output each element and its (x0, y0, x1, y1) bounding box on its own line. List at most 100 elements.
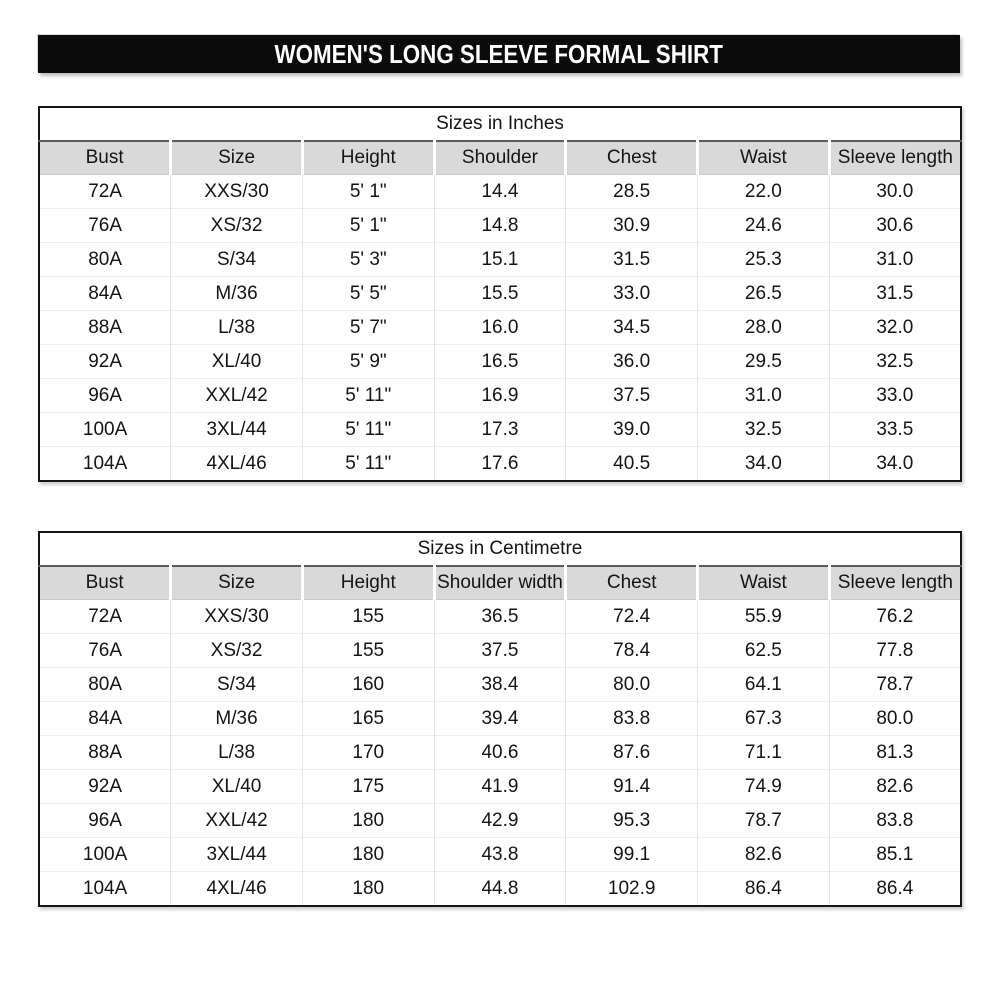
table-cell: L/38 (170, 310, 303, 345)
table-cell: 85.1 (828, 837, 961, 872)
table-cell: 170 (301, 735, 435, 770)
column-header-shoulder-width: Shoulder width (432, 566, 566, 600)
table-cell: 44.8 (433, 871, 566, 906)
table-cell: 16.9 (433, 378, 566, 413)
table-cell: 180 (301, 871, 435, 906)
table-cell: 31.0 (697, 378, 830, 413)
table-row: 72A XXS/30 155 36.5 72.4 55.9 76.2 (39, 599, 961, 634)
table-cell: 25.3 (697, 242, 830, 277)
table-cell: 155 (301, 599, 435, 634)
table-cell: 104A (39, 446, 171, 481)
table-row: 80A S/34 5' 3" 15.1 31.5 25.3 31.0 (39, 242, 961, 277)
column-header-sleeve-length: Sleeve length (827, 141, 961, 175)
table-cell: 95.3 (565, 803, 698, 838)
table-cell: 67.3 (697, 701, 830, 736)
table-cell: 82.6 (828, 769, 961, 804)
table-cell: M/36 (170, 276, 303, 311)
table-cell: 33.5 (828, 412, 961, 447)
table-cell: S/34 (170, 667, 303, 702)
table-title: Sizes in Inches (39, 107, 961, 142)
table-cell: 14.4 (433, 174, 566, 209)
table-cell: 88A (39, 735, 171, 770)
sizes-in-inches-table: Sizes in Inches Bust Size Height Shoulder Che… (38, 106, 962, 482)
table-cell: 5' 3" (301, 242, 435, 277)
table-cell: 28.0 (697, 310, 830, 345)
table-cell: 36.5 (433, 599, 566, 634)
table-cell: 37.5 (433, 633, 566, 668)
table-cell: XXL/42 (170, 378, 303, 413)
size-table: Sizes in Centimetre Bust Size Height Shoulde… (38, 531, 962, 907)
table-cell: 165 (301, 701, 435, 736)
product-title-banner: WOMEN'S LONG SLEEVE FORMAL SHIRT (38, 35, 960, 73)
table-cell: 30.0 (828, 174, 961, 209)
table-cell: 24.6 (697, 208, 830, 243)
table-cell: 78.4 (565, 633, 698, 668)
table-cell: 34.0 (697, 446, 830, 481)
table-row: 88A L/38 5' 7" 16.0 34.5 28.0 32.0 (39, 310, 961, 345)
table-cell: 96A (39, 803, 171, 838)
table-cell: 72.4 (565, 599, 698, 634)
table-cell: 77.8 (828, 633, 961, 668)
table-cell: 87.6 (565, 735, 698, 770)
table-cell: 15.1 (433, 242, 566, 277)
table-cell: 16.0 (433, 310, 566, 345)
table-cell: 32.0 (828, 310, 961, 345)
table-cell: XS/32 (170, 208, 303, 243)
table-cell: 41.9 (433, 769, 566, 804)
table-row: 100A 3XL/44 5' 11" 17.3 39.0 32.5 33.5 (39, 412, 961, 447)
table-cell: 37.5 (565, 378, 698, 413)
table-cell: 31.5 (828, 276, 961, 311)
table-cell: 102.9 (565, 871, 698, 906)
table-cell: 86.4 (828, 871, 961, 906)
table-cell: 76A (39, 208, 171, 243)
table-cell: 5' 11" (301, 412, 435, 447)
table-cell: 88A (39, 310, 171, 345)
table-cell: 39.4 (433, 701, 566, 736)
table-cell: 84A (39, 276, 171, 311)
table-cell: 80.0 (828, 701, 961, 736)
table-cell: 78.7 (828, 667, 961, 702)
table-header-row: Bust Size Height Shoulder Chest Waist Sleeve l… (39, 141, 961, 175)
table-cell: 4XL/46 (170, 446, 303, 481)
table-cell: 83.8 (565, 701, 698, 736)
column-header-bust: Bust (39, 141, 171, 175)
table-cell: 155 (301, 633, 435, 668)
table-row: 84A M/36 5' 5" 15.5 33.0 26.5 31.5 (39, 276, 961, 311)
table-row: 92A XL/40 5' 9" 16.5 36.0 29.5 32.5 (39, 344, 961, 379)
table-cell: 82.6 (697, 837, 830, 872)
table-header-row: Bust Size Height Shoulder width Chest Waist Sl… (39, 566, 961, 600)
table-cell: XXS/30 (170, 599, 303, 634)
table-cell: 33.0 (565, 276, 698, 311)
table-cell: 43.8 (433, 837, 566, 872)
column-header-chest: Chest (564, 141, 698, 175)
table-row: 76A XS/32 5' 1" 14.8 30.9 24.6 30.6 (39, 208, 961, 243)
table-cell: 92A (39, 769, 171, 804)
table-cell: 76A (39, 633, 171, 668)
table-cell: 5' 9" (301, 344, 435, 379)
table-cell: XXS/30 (170, 174, 303, 209)
table-cell: 38.4 (433, 667, 566, 702)
table-cell: 180 (301, 803, 435, 838)
table-cell: 17.6 (433, 446, 566, 481)
table-row: 104A 4XL/46 5' 11" 17.6 40.5 34.0 34.0 (39, 446, 961, 481)
column-header-size: Size (169, 566, 303, 600)
table-cell: 40.5 (565, 446, 698, 481)
table-cell: 80.0 (565, 667, 698, 702)
table-cell: 4XL/46 (170, 871, 303, 906)
table-cell: XS/32 (170, 633, 303, 668)
table-cell: 160 (301, 667, 435, 702)
table-cell: 104A (39, 871, 171, 906)
table-row: 84A M/36 165 39.4 83.8 67.3 80.0 (39, 701, 961, 736)
table-cell: 15.5 (433, 276, 566, 311)
table-cell: 5' 11" (301, 446, 435, 481)
table-row: 72A XXS/30 5' 1" 14.4 28.5 22.0 30.0 (39, 174, 961, 209)
table-cell: 74.9 (697, 769, 830, 804)
table-cell: 5' 11" (301, 378, 435, 413)
table-row: 92A XL/40 175 41.9 91.4 74.9 82.6 (39, 769, 961, 804)
table-cell: 99.1 (565, 837, 698, 872)
table-row: 80A S/34 160 38.4 80.0 64.1 78.7 (39, 667, 961, 702)
column-header-bust: Bust (39, 566, 171, 600)
table-cell: 5' 5" (301, 276, 435, 311)
table-cell: 64.1 (697, 667, 830, 702)
table-cell: 3XL/44 (170, 412, 303, 447)
